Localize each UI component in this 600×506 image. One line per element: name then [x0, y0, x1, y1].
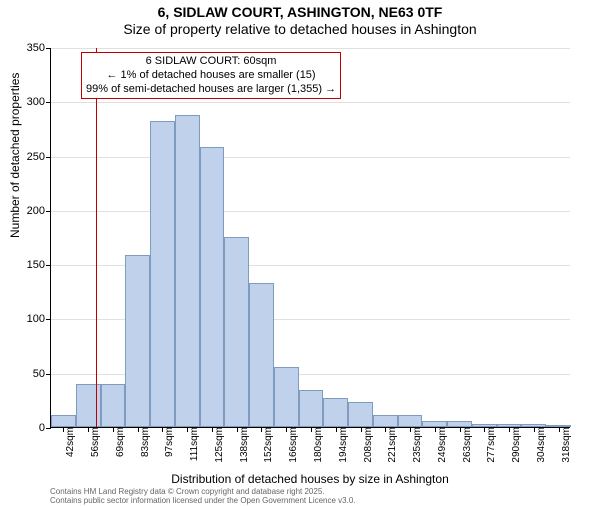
title-main: 6, SIDLAW COURT, ASHINGTON, NE63 0TF: [0, 4, 600, 21]
gridline: [51, 48, 570, 49]
ytick-label: 250: [27, 151, 51, 163]
annotation-line: ← 1% of detached houses are smaller (15): [86, 69, 336, 83]
xtick-label: 208sqm: [359, 427, 374, 463]
ytick-label: 0: [39, 422, 51, 434]
ytick-label: 350: [27, 42, 51, 54]
attribution: Contains HM Land Registry data © Crown c…: [50, 488, 356, 506]
title-sub: Size of property relative to detached ho…: [0, 21, 600, 38]
ytick-label: 300: [27, 96, 51, 108]
xtick-label: 263sqm: [458, 427, 473, 463]
histogram-bar: [373, 415, 398, 427]
gridline: [51, 211, 570, 212]
reference-line: [96, 48, 97, 427]
histogram-bar: [274, 367, 299, 427]
y-axis-title: Number of detached properties: [8, 73, 22, 238]
xtick-label: 194sqm: [334, 427, 349, 463]
ytick-label: 50: [33, 368, 51, 380]
xtick-label: 125sqm: [210, 427, 225, 463]
ytick-label: 200: [27, 205, 51, 217]
gridline: [51, 102, 570, 103]
histogram-bar: [125, 255, 150, 427]
xtick-label: 152sqm: [259, 427, 274, 463]
attribution-line: Contains public sector information licen…: [50, 497, 356, 506]
annotation-line: 99% of semi-detached houses are larger (…: [86, 83, 336, 97]
xtick-label: 290sqm: [507, 427, 522, 463]
xtick-label: 249sqm: [433, 427, 448, 463]
xtick-label: 56sqm: [86, 427, 101, 457]
xtick-label: 235sqm: [408, 427, 423, 463]
x-axis-title: Distribution of detached houses by size …: [50, 472, 570, 486]
histogram-bar: [299, 390, 324, 427]
ytick-label: 150: [27, 259, 51, 271]
chart-root: 6, SIDLAW COURT, ASHINGTON, NE63 0TF Siz…: [0, 0, 600, 500]
gridline: [51, 157, 570, 158]
histogram-bar: [249, 283, 274, 427]
histogram-bar: [398, 415, 423, 427]
xtick-label: 97sqm: [160, 427, 175, 457]
xtick-label: 221sqm: [383, 427, 398, 463]
title-block: 6, SIDLAW COURT, ASHINGTON, NE63 0TF Siz…: [0, 4, 600, 38]
histogram-bar: [323, 398, 348, 427]
xtick-label: 277sqm: [482, 427, 497, 463]
xtick-label: 166sqm: [284, 427, 299, 463]
histogram-bar: [175, 115, 200, 427]
xtick-label: 69sqm: [111, 427, 126, 457]
histogram-bar: [200, 147, 225, 427]
annotation-line: 6 SIDLAW COURT: 60sqm: [86, 55, 336, 69]
xtick-label: 83sqm: [136, 427, 151, 457]
histogram-bar: [51, 415, 76, 427]
ytick-label: 100: [27, 313, 51, 325]
plot-area: 05010015020025030035042sqm56sqm69sqm83sq…: [50, 48, 570, 428]
xtick-label: 304sqm: [532, 427, 547, 463]
histogram-bar: [101, 384, 126, 427]
xtick-label: 180sqm: [309, 427, 324, 463]
xtick-label: 138sqm: [235, 427, 250, 463]
histogram-bar: [348, 402, 373, 427]
xtick-label: 42sqm: [61, 427, 76, 457]
annotation-box: 6 SIDLAW COURT: 60sqm← 1% of detached ho…: [81, 52, 341, 99]
xtick-label: 318sqm: [557, 427, 572, 463]
histogram-bar: [150, 121, 175, 427]
histogram-bar: [224, 237, 249, 427]
xtick-label: 111sqm: [185, 427, 200, 461]
histogram-bar: [76, 384, 101, 427]
